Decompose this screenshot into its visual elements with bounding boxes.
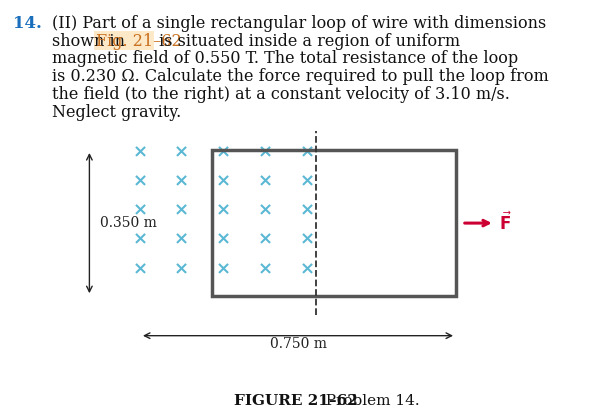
Text: ×: × [257,172,273,191]
Text: magnetic field of 0.550 T. The total resistance of the loop: magnetic field of 0.550 T. The total res… [52,50,519,68]
Text: ×: × [174,143,190,161]
Text: 0.750 m: 0.750 m [269,337,327,352]
Text: Problem 14.: Problem 14. [316,394,420,408]
Text: ×: × [216,172,231,191]
Text: (II) Part of a single rectangular loop of wire with dimensions: (II) Part of a single rectangular loop o… [52,15,547,32]
Text: ×: × [132,231,148,249]
FancyBboxPatch shape [94,31,154,50]
Text: ×: × [257,260,273,278]
Text: Neglect gravity.: Neglect gravity. [52,104,182,121]
Text: ×: × [216,143,231,161]
Text: 0.350 m: 0.350 m [100,216,157,230]
Text: ×: × [216,201,231,220]
Text: ×: × [132,260,148,278]
Text: the field (to the right) at a constant velocity of 3.10 m/s.: the field (to the right) at a constant v… [52,86,510,103]
Text: shown in: shown in [52,33,131,50]
Text: ×: × [132,172,148,191]
Text: is 0.230 Ω. Calculate the force required to pull the loop from: is 0.230 Ω. Calculate the force required… [52,68,549,85]
Text: FIGURE 21–62: FIGURE 21–62 [234,394,358,408]
Text: ×: × [299,231,315,249]
Text: ×: × [132,143,148,161]
Text: ×: × [174,231,190,249]
Text: ×: × [257,201,273,220]
Text: ×: × [216,231,231,249]
Text: Fig. 21–62: Fig. 21–62 [96,33,182,50]
Text: ×: × [174,201,190,220]
Bar [212,150,456,296]
Text: ×: × [299,260,315,278]
Text: ×: × [299,143,315,161]
Text: ×: × [299,201,315,220]
Text: ×: × [132,201,148,220]
Text: is situated inside a region of uniform: is situated inside a region of uniform [154,33,460,50]
Text: ×: × [257,231,273,249]
Text: ×: × [174,172,190,191]
Text: ×: × [299,172,315,191]
Text: ×: × [216,260,231,278]
Text: ×: × [257,143,273,161]
Text: ×: × [174,260,190,278]
Text: $\vec{\mathbf{F}}$: $\vec{\mathbf{F}}$ [499,212,513,234]
Text: 14.: 14. [13,15,42,32]
Text: FIGURE 21–62  Problem 14.: FIGURE 21–62 Problem 14. [188,394,408,408]
